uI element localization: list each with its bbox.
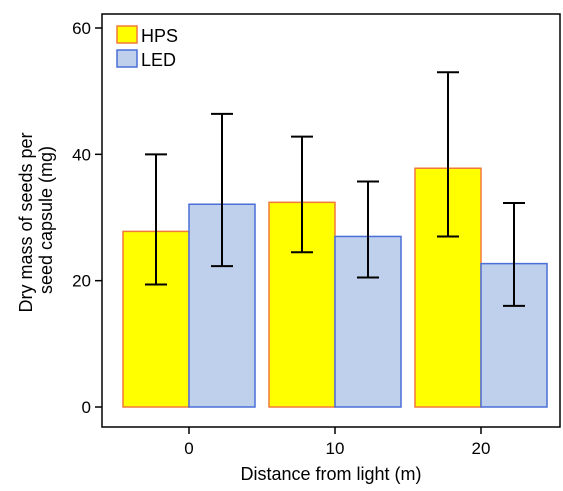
x-tick-label: 0 (184, 439, 193, 458)
legend-swatch-hps (116, 25, 138, 44)
x-axis-title: Distance from light (m) (240, 464, 421, 484)
y-tick-label: 60 (72, 19, 91, 38)
y-axis-title: Dry mass of seeds per seed capsule (mg) (16, 127, 56, 312)
legend: HPS LED (116, 25, 178, 70)
y-axis-title-line-1: Dry mass of seeds per (16, 132, 36, 312)
x-tick-label: 10 (326, 439, 345, 458)
legend-label-hps: HPS (141, 26, 178, 46)
y-tick-label: 40 (72, 145, 91, 164)
plot-frame (101, 13, 561, 428)
y-axis-title-line-2: seed capsule (mg) (36, 146, 56, 294)
error-bars (145, 71, 525, 307)
y-tick-label: 0 (82, 398, 91, 417)
legend-label-led: LED (141, 50, 176, 70)
x-tick-label: 20 (472, 439, 491, 458)
legend-swatch-led (116, 49, 138, 68)
y-axis: 0 20 40 60 (72, 19, 102, 417)
x-axis: 0 10 20 (184, 427, 490, 458)
bars (122, 167, 548, 408)
y-tick-label: 20 (72, 272, 91, 291)
